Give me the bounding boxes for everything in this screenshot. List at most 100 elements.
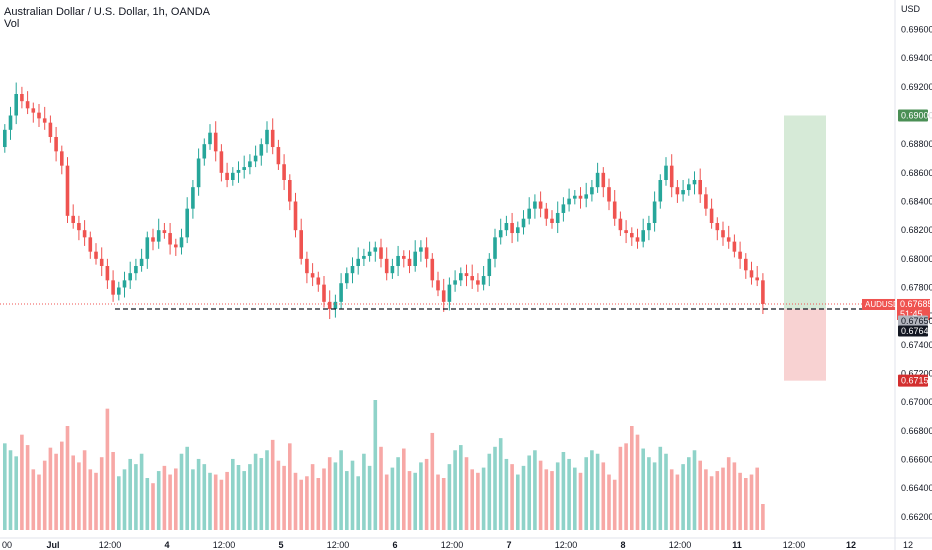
candle-body bbox=[704, 194, 708, 209]
candle-body bbox=[573, 195, 577, 199]
volume-bar bbox=[356, 476, 360, 530]
candle-body bbox=[430, 258, 435, 281]
volume-bar bbox=[527, 455, 531, 530]
volume-bar bbox=[441, 478, 446, 530]
candle-body bbox=[516, 227, 520, 234]
candle-body bbox=[726, 237, 731, 242]
candle-body bbox=[305, 258, 309, 274]
volume-bar bbox=[709, 476, 714, 530]
volume-bar bbox=[419, 462, 423, 530]
volume-bar bbox=[88, 469, 93, 530]
position-zones bbox=[784, 115, 826, 381]
price-tick-label: 0.68000 bbox=[901, 254, 932, 264]
volume-bar bbox=[99, 457, 104, 530]
candle-body bbox=[208, 132, 212, 145]
take-profit-badge-bg bbox=[898, 109, 928, 122]
volume-bar bbox=[362, 453, 366, 530]
take-profit-badge: 0.69000 bbox=[901, 111, 932, 121]
candle-body bbox=[168, 233, 172, 245]
price-axis[interactable]: USD 0.69600 0.69400 0.69200 0.69000 0.68800 0.… bbox=[894, 0, 932, 550]
candle-body bbox=[37, 112, 41, 119]
volume-bar bbox=[225, 471, 229, 530]
volume-bar bbox=[117, 476, 121, 530]
time-tick-label: 12:00 bbox=[783, 540, 806, 550]
volume-bar bbox=[316, 478, 321, 530]
time-axis[interactable]: 00 Jul 12:00 4 12:00 5 12:00 6 12:00 7 12:00 8 12:00… bbox=[0, 537, 932, 550]
candle-body bbox=[533, 201, 537, 209]
volume-bars bbox=[3, 400, 765, 530]
candle-body bbox=[48, 122, 53, 137]
candle-body bbox=[595, 172, 600, 188]
volume-bar bbox=[521, 465, 526, 530]
cursor-price-badge: 0.67640 bbox=[901, 326, 932, 336]
time-tick-label: 12:00 bbox=[555, 540, 578, 550]
candle-body bbox=[692, 180, 697, 185]
volume-bar bbox=[179, 453, 184, 530]
volume-bar bbox=[641, 448, 645, 530]
volume-bar bbox=[516, 474, 520, 530]
candle-body bbox=[236, 169, 241, 173]
candle-body bbox=[191, 187, 195, 209]
volume-bar bbox=[82, 450, 87, 530]
volume-bar bbox=[487, 453, 492, 530]
candle-body bbox=[71, 215, 75, 223]
candle-body bbox=[327, 301, 332, 309]
candle-body bbox=[333, 301, 338, 309]
candle-body bbox=[487, 258, 492, 277]
candle-body bbox=[94, 251, 98, 259]
candle-body bbox=[567, 198, 571, 205]
volume-bar bbox=[761, 504, 765, 530]
volume-bar bbox=[590, 450, 594, 530]
candle-body bbox=[162, 230, 167, 234]
price-tick-label: 0.69600 bbox=[901, 25, 932, 35]
volume-bar bbox=[715, 471, 720, 530]
volume-bar bbox=[493, 446, 497, 530]
volume-bar bbox=[424, 458, 429, 530]
volume-bar bbox=[544, 469, 549, 530]
candle-body bbox=[641, 230, 645, 242]
volume-bar bbox=[687, 457, 691, 530]
volume-bar bbox=[293, 472, 298, 530]
candle-body bbox=[504, 223, 509, 231]
time-tick-label: 5 bbox=[278, 540, 283, 550]
price-tick-label: 0.66800 bbox=[901, 426, 932, 436]
volume-bar bbox=[498, 438, 503, 530]
volume-bar bbox=[219, 479, 224, 530]
volume-bar bbox=[322, 468, 326, 530]
candle-body bbox=[721, 230, 725, 238]
volume-bar bbox=[42, 460, 47, 530]
candle-body bbox=[447, 284, 452, 302]
candle-body bbox=[681, 190, 685, 195]
candle-body bbox=[464, 273, 469, 277]
volume-bar bbox=[367, 465, 372, 530]
candle-body bbox=[213, 132, 218, 152]
volume-bar bbox=[453, 450, 457, 530]
candle-body bbox=[470, 276, 474, 281]
volume-bar bbox=[721, 467, 725, 530]
time-tick-label: 12 bbox=[903, 540, 913, 550]
volume-bar bbox=[744, 478, 748, 530]
candle-body bbox=[276, 147, 281, 165]
volume-bar bbox=[213, 474, 218, 530]
volume-bar bbox=[134, 464, 138, 530]
time-tick-label: 11 bbox=[732, 540, 742, 550]
volume-bar bbox=[299, 479, 303, 530]
volume-bar bbox=[647, 457, 651, 530]
candle-body bbox=[652, 201, 657, 223]
candle-body bbox=[584, 194, 588, 199]
volume-bar bbox=[567, 458, 571, 530]
symbol-badge: AUDUSD bbox=[865, 300, 899, 309]
volume-bar bbox=[630, 426, 634, 530]
candle-body bbox=[379, 247, 383, 259]
volume-label: Vol bbox=[4, 18, 20, 30]
candle-body bbox=[259, 144, 264, 156]
volume-bar bbox=[162, 465, 167, 530]
price-tick-label: 0.67400 bbox=[901, 340, 932, 350]
volume-bar bbox=[510, 464, 514, 530]
volume-bar bbox=[20, 434, 24, 530]
volume-bar bbox=[54, 453, 58, 530]
candle-body bbox=[299, 230, 303, 259]
candle-body bbox=[698, 180, 702, 195]
